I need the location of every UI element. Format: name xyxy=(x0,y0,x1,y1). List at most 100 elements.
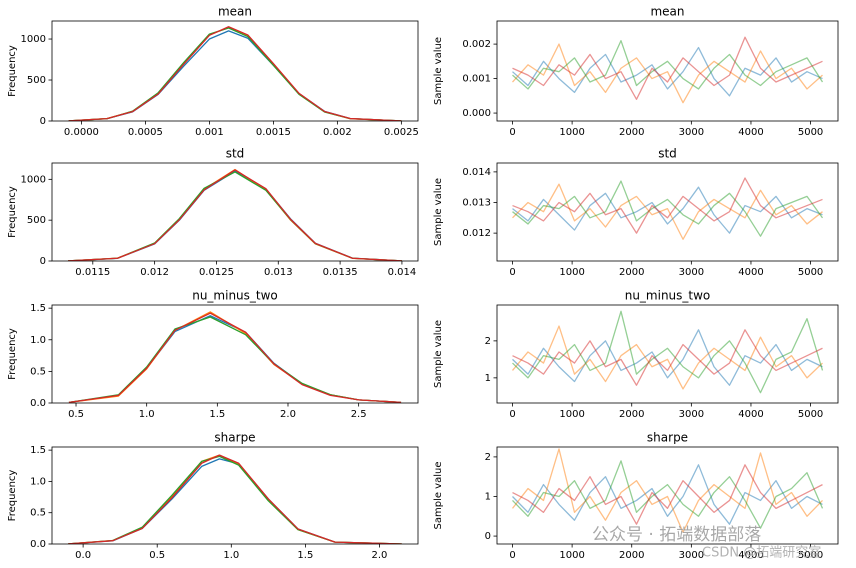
x-tick-label: 0 xyxy=(509,267,515,278)
series-line xyxy=(68,30,402,121)
series-line xyxy=(512,464,823,525)
y-axis-label: Sample value xyxy=(433,320,444,388)
y-tick-label: 500 xyxy=(27,215,46,226)
x-tick-label: 5000 xyxy=(798,550,823,561)
x-tick-label: 1000 xyxy=(559,409,584,420)
plot-area xyxy=(68,454,402,544)
series-line xyxy=(512,46,823,97)
series-line xyxy=(68,27,402,121)
subplot-title: sharpe xyxy=(647,431,688,445)
x-tick-label: 3000 xyxy=(679,409,704,420)
axes-frame xyxy=(496,304,839,404)
y-tick-label: 0.5 xyxy=(30,508,46,519)
x-tick-label: 1000 xyxy=(559,550,584,561)
axes-frame xyxy=(496,20,839,122)
x-tick-label: 3000 xyxy=(679,550,704,561)
series-line xyxy=(512,183,823,240)
plot-area xyxy=(511,448,824,533)
x-tick-label: 2000 xyxy=(619,409,644,420)
axes-frame xyxy=(51,162,419,262)
plot-area xyxy=(512,177,824,240)
x-tick-label: 4000 xyxy=(738,550,763,561)
y-tick-label: 0.0 xyxy=(30,398,46,409)
y-tick-label: 1.0 xyxy=(30,476,46,487)
x-tick-label: 2000 xyxy=(619,267,644,278)
y-tick-label: 1.5 xyxy=(30,445,46,456)
axes-frame xyxy=(496,162,839,262)
x-tick-label: 0.013 xyxy=(264,267,293,278)
x-tick-label: 0.0000 xyxy=(64,127,99,138)
y-tick-label: 0.014 xyxy=(462,167,491,178)
x-tick-label: 2.5 xyxy=(351,409,367,420)
series-line xyxy=(68,169,402,261)
y-axis-label: Frequency xyxy=(7,45,18,97)
axes-frame xyxy=(51,304,419,404)
x-tick-label: 2.0 xyxy=(280,409,296,420)
x-tick-label: 4000 xyxy=(738,127,763,138)
series-line xyxy=(512,40,824,90)
y-tick-label: 1 xyxy=(485,491,491,502)
subplot: mean Frequency 0.0000 0.0005 0.001 0.0015 0.00… xyxy=(7,5,419,139)
series-line xyxy=(512,186,823,234)
plot-area xyxy=(68,168,402,261)
x-tick-label: 0.5 xyxy=(149,550,165,561)
y-tick-label: 0.5 xyxy=(30,366,46,377)
x-tick-label: 0.002 xyxy=(323,127,352,138)
subplot-title: mean xyxy=(218,5,252,19)
series-line xyxy=(68,455,402,544)
x-tick-label: 1000 xyxy=(559,127,584,138)
series-line xyxy=(512,180,824,237)
series-line xyxy=(68,458,402,544)
subplot-title: std xyxy=(658,147,677,161)
y-tick-label: 0.002 xyxy=(462,39,491,50)
series-line xyxy=(512,329,823,386)
x-tick-label: 0.0135 xyxy=(323,267,358,278)
subplot: nu_minus_two Frequency 0.5 1.0 1.5 2.0 2.5 0.0 0… xyxy=(7,289,419,420)
watermark: 公众号 · 拓端数据部落 xyxy=(592,525,761,545)
series-line xyxy=(512,43,823,104)
series-line xyxy=(512,460,824,529)
x-tick-label: 1.0 xyxy=(139,409,155,420)
x-tick-label: 0.5 xyxy=(68,409,84,420)
y-axis-label: Frequency xyxy=(7,186,18,238)
x-tick-label: 1000 xyxy=(559,267,584,278)
series-line xyxy=(511,448,823,533)
x-tick-label: 0 xyxy=(509,409,515,420)
x-tick-label: 3000 xyxy=(679,127,704,138)
y-axis-label: Sample value xyxy=(433,37,444,105)
plot-area xyxy=(512,310,824,394)
y-axis-label: Frequency xyxy=(7,328,18,380)
y-tick-label: 0.012 xyxy=(462,228,491,239)
x-tick-label: 0.0 xyxy=(75,550,91,561)
x-tick-label: 0.014 xyxy=(388,267,417,278)
subplot-title: mean xyxy=(650,5,684,19)
plot-area xyxy=(512,36,824,104)
subplot: nu_minus_two Sample value 0 1000 2000 3000 400… xyxy=(433,289,839,420)
x-tick-label: 5000 xyxy=(798,267,823,278)
x-tick-label: 0.001 xyxy=(195,127,224,138)
subplot-title: std xyxy=(226,147,245,161)
y-tick-label: 0.013 xyxy=(462,198,491,209)
axes-frame xyxy=(51,446,419,545)
y-tick-label: 1.0 xyxy=(30,335,46,346)
y-axis-label: Frequency xyxy=(7,470,18,522)
series-line xyxy=(68,168,402,261)
x-tick-label: 4000 xyxy=(738,267,763,278)
plot-area xyxy=(68,311,402,403)
x-tick-label: 2000 xyxy=(619,127,644,138)
y-tick-label: 2 xyxy=(485,336,491,347)
y-tick-label: 0.001 xyxy=(462,74,491,85)
series-line xyxy=(68,312,402,403)
x-tick-label: 0 xyxy=(509,127,515,138)
x-tick-label: 2.0 xyxy=(372,550,388,561)
x-tick-label: 4000 xyxy=(738,409,763,420)
y-tick-label: 0.0 xyxy=(30,539,46,550)
watermark: CSDN @拓端研究室 xyxy=(702,545,821,561)
series-line xyxy=(68,26,402,121)
series-line xyxy=(68,454,402,544)
subplot: mean Sample value 0 1000 2000 3000 4000 5000 0.0… xyxy=(433,5,839,138)
series-line xyxy=(512,329,823,386)
x-tick-label: 1.0 xyxy=(223,550,239,561)
series-line xyxy=(512,310,824,394)
series-line xyxy=(512,177,823,234)
